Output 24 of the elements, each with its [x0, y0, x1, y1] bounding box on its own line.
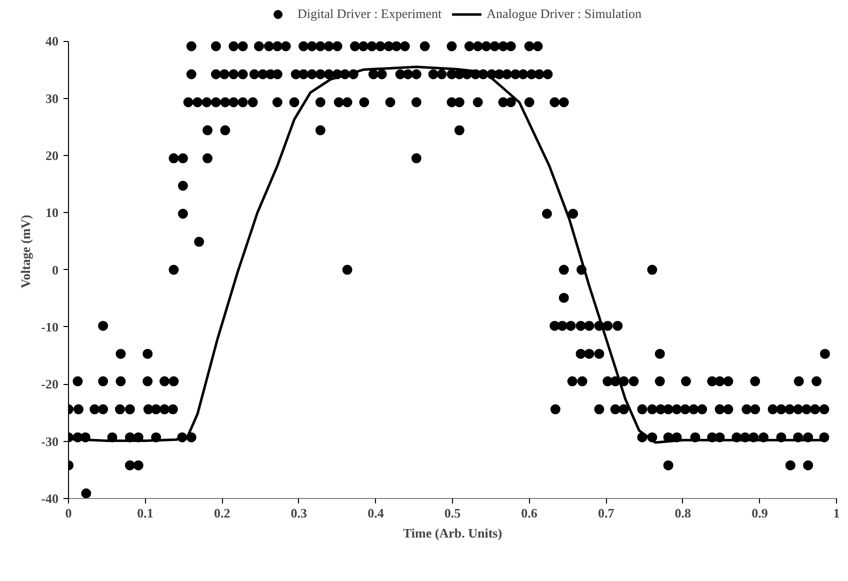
x-tick-label: 0.6	[521, 506, 538, 520]
x-tick-label: 1	[833, 506, 840, 520]
x-axis-title: Time (Arb. Units)	[402, 526, 502, 540]
y-tick-label: 10	[46, 205, 58, 220]
x-tick-label: 0	[65, 506, 72, 520]
x-tick-label: 0.7	[598, 506, 615, 520]
x-tick-label: 0.3	[290, 506, 308, 520]
y-axis-title: Voltage (mV)	[18, 214, 34, 288]
x-tick-label: 0.1	[137, 506, 154, 520]
x-tick-label: 0.4	[368, 506, 384, 520]
y-tick-label: -40	[41, 491, 59, 506]
y-tick-label: 30	[46, 90, 58, 106]
y-tick-label: -20	[41, 376, 59, 392]
y-tick-label: 20	[46, 148, 58, 163]
y-tick-label: 0	[52, 262, 58, 278]
x-tick-label: 0.8	[674, 506, 692, 520]
y-tick-label: 40	[46, 34, 58, 49]
legend-label: Digital Driver : Experiment	[298, 6, 442, 22]
legend-label: Analogue Driver : Simulation	[486, 6, 642, 22]
y-tick-label: -30	[41, 434, 59, 449]
x-tick-label: 0.2	[214, 506, 230, 520]
x-tick-label: 0.9	[752, 506, 768, 520]
x-tick-label: 0.5	[444, 506, 462, 520]
y-tick-label: -10	[41, 319, 59, 334]
